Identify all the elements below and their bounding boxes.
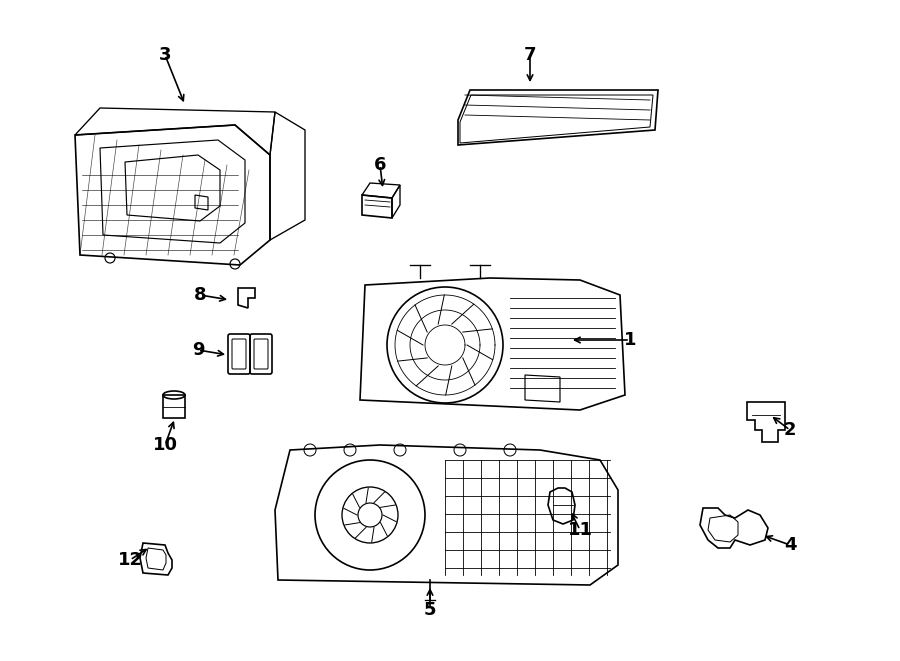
Text: 1: 1 xyxy=(624,331,636,349)
Text: 8: 8 xyxy=(194,286,206,304)
Text: 2: 2 xyxy=(784,421,796,439)
Text: 6: 6 xyxy=(374,156,386,174)
Text: 5: 5 xyxy=(424,601,436,619)
Text: 7: 7 xyxy=(524,46,536,64)
Text: 10: 10 xyxy=(152,436,177,454)
Text: 3: 3 xyxy=(158,46,171,64)
Text: 11: 11 xyxy=(568,521,592,539)
Text: 12: 12 xyxy=(118,551,142,569)
Text: 9: 9 xyxy=(192,341,204,359)
Text: 4: 4 xyxy=(784,536,796,554)
